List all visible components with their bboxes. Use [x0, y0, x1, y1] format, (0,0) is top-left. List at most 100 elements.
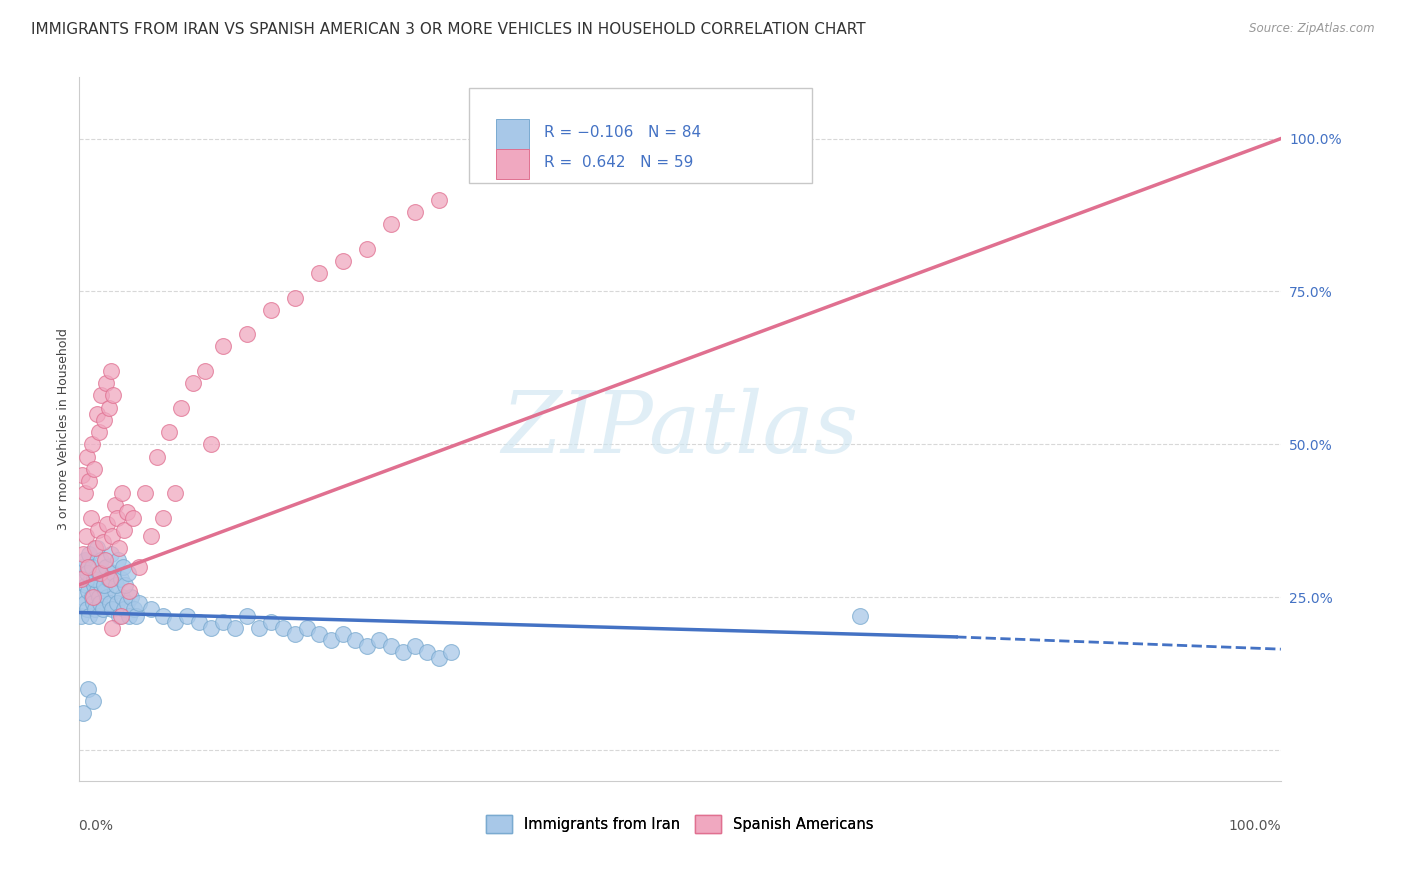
Point [145, 450, 167, 464]
Point [94, 584, 117, 599]
Point [72, 548, 94, 562]
Point [80, 590, 103, 604]
Point [79, 474, 101, 488]
Point [73, 486, 96, 500]
Point [112, 523, 135, 537]
Point [82, 694, 104, 708]
Point [89, 596, 111, 610]
Point [82, 596, 104, 610]
Point [77, 559, 100, 574]
Point [152, 608, 174, 623]
Point [404, 205, 426, 219]
Point [332, 253, 354, 268]
Point [103, 566, 125, 580]
Point [76, 450, 98, 464]
Point [79, 510, 101, 524]
Point [70, 467, 93, 482]
Point [427, 193, 450, 207]
FancyBboxPatch shape [470, 88, 811, 183]
Point [91, 602, 114, 616]
Point [176, 608, 198, 623]
Point [104, 578, 127, 592]
Point [120, 590, 142, 604]
Point [181, 376, 204, 391]
Point [75, 529, 97, 543]
Point [404, 639, 426, 653]
Point [100, 364, 122, 378]
Point [91, 535, 114, 549]
Point [211, 615, 233, 629]
Point [440, 645, 463, 659]
Point [224, 621, 246, 635]
Point [84, 602, 107, 616]
Point [79, 548, 101, 562]
Point [107, 553, 129, 567]
Point [111, 559, 134, 574]
Point [121, 510, 143, 524]
Point [356, 639, 378, 653]
Point [77, 681, 100, 696]
Point [96, 516, 118, 531]
Point [118, 608, 141, 623]
Point [87, 590, 110, 604]
Point [122, 602, 145, 616]
Point [70, 559, 93, 574]
Point [200, 437, 222, 451]
Point [103, 499, 125, 513]
Point [108, 608, 131, 623]
Point [115, 505, 138, 519]
Point [89, 566, 111, 580]
Point [139, 602, 162, 616]
Point [76, 566, 98, 580]
Point [416, 645, 439, 659]
Point [368, 632, 391, 647]
Point [125, 608, 148, 623]
Point [319, 632, 342, 647]
Point [76, 602, 98, 616]
Point [115, 596, 138, 610]
Point [284, 291, 307, 305]
Point [152, 510, 174, 524]
Point [236, 327, 259, 342]
Point [118, 584, 141, 599]
Point [356, 242, 378, 256]
Point [308, 627, 330, 641]
Point [392, 645, 415, 659]
Point [93, 578, 115, 592]
Point [73, 596, 96, 610]
Point [114, 578, 136, 592]
Point [117, 566, 139, 580]
Point [86, 541, 108, 556]
Point [87, 523, 110, 537]
Point [105, 596, 128, 610]
Point [87, 425, 110, 439]
Point [72, 572, 94, 586]
Point [295, 621, 318, 635]
Point [284, 627, 307, 641]
Point [79, 572, 101, 586]
Point [170, 401, 193, 415]
Point [308, 266, 330, 280]
Point [97, 401, 120, 415]
Point [111, 486, 134, 500]
Text: R = −0.106   N = 84: R = −0.106 N = 84 [544, 125, 702, 140]
Point [200, 621, 222, 635]
Point [97, 572, 120, 586]
Point [111, 590, 134, 604]
Point [101, 529, 124, 543]
Point [211, 339, 233, 353]
Legend: Immigrants from Iran, Spanish Americans: Immigrants from Iran, Spanish Americans [486, 815, 873, 833]
Point [260, 615, 283, 629]
Point [157, 425, 180, 439]
Point [70, 572, 93, 586]
Text: ZIPatlas: ZIPatlas [501, 388, 858, 470]
Point [380, 217, 402, 231]
Point [163, 486, 186, 500]
Point [80, 559, 103, 574]
Point [94, 553, 117, 567]
Point [73, 553, 96, 567]
Point [247, 621, 270, 635]
Point [83, 572, 105, 586]
Point [139, 529, 162, 543]
Point [86, 407, 108, 421]
